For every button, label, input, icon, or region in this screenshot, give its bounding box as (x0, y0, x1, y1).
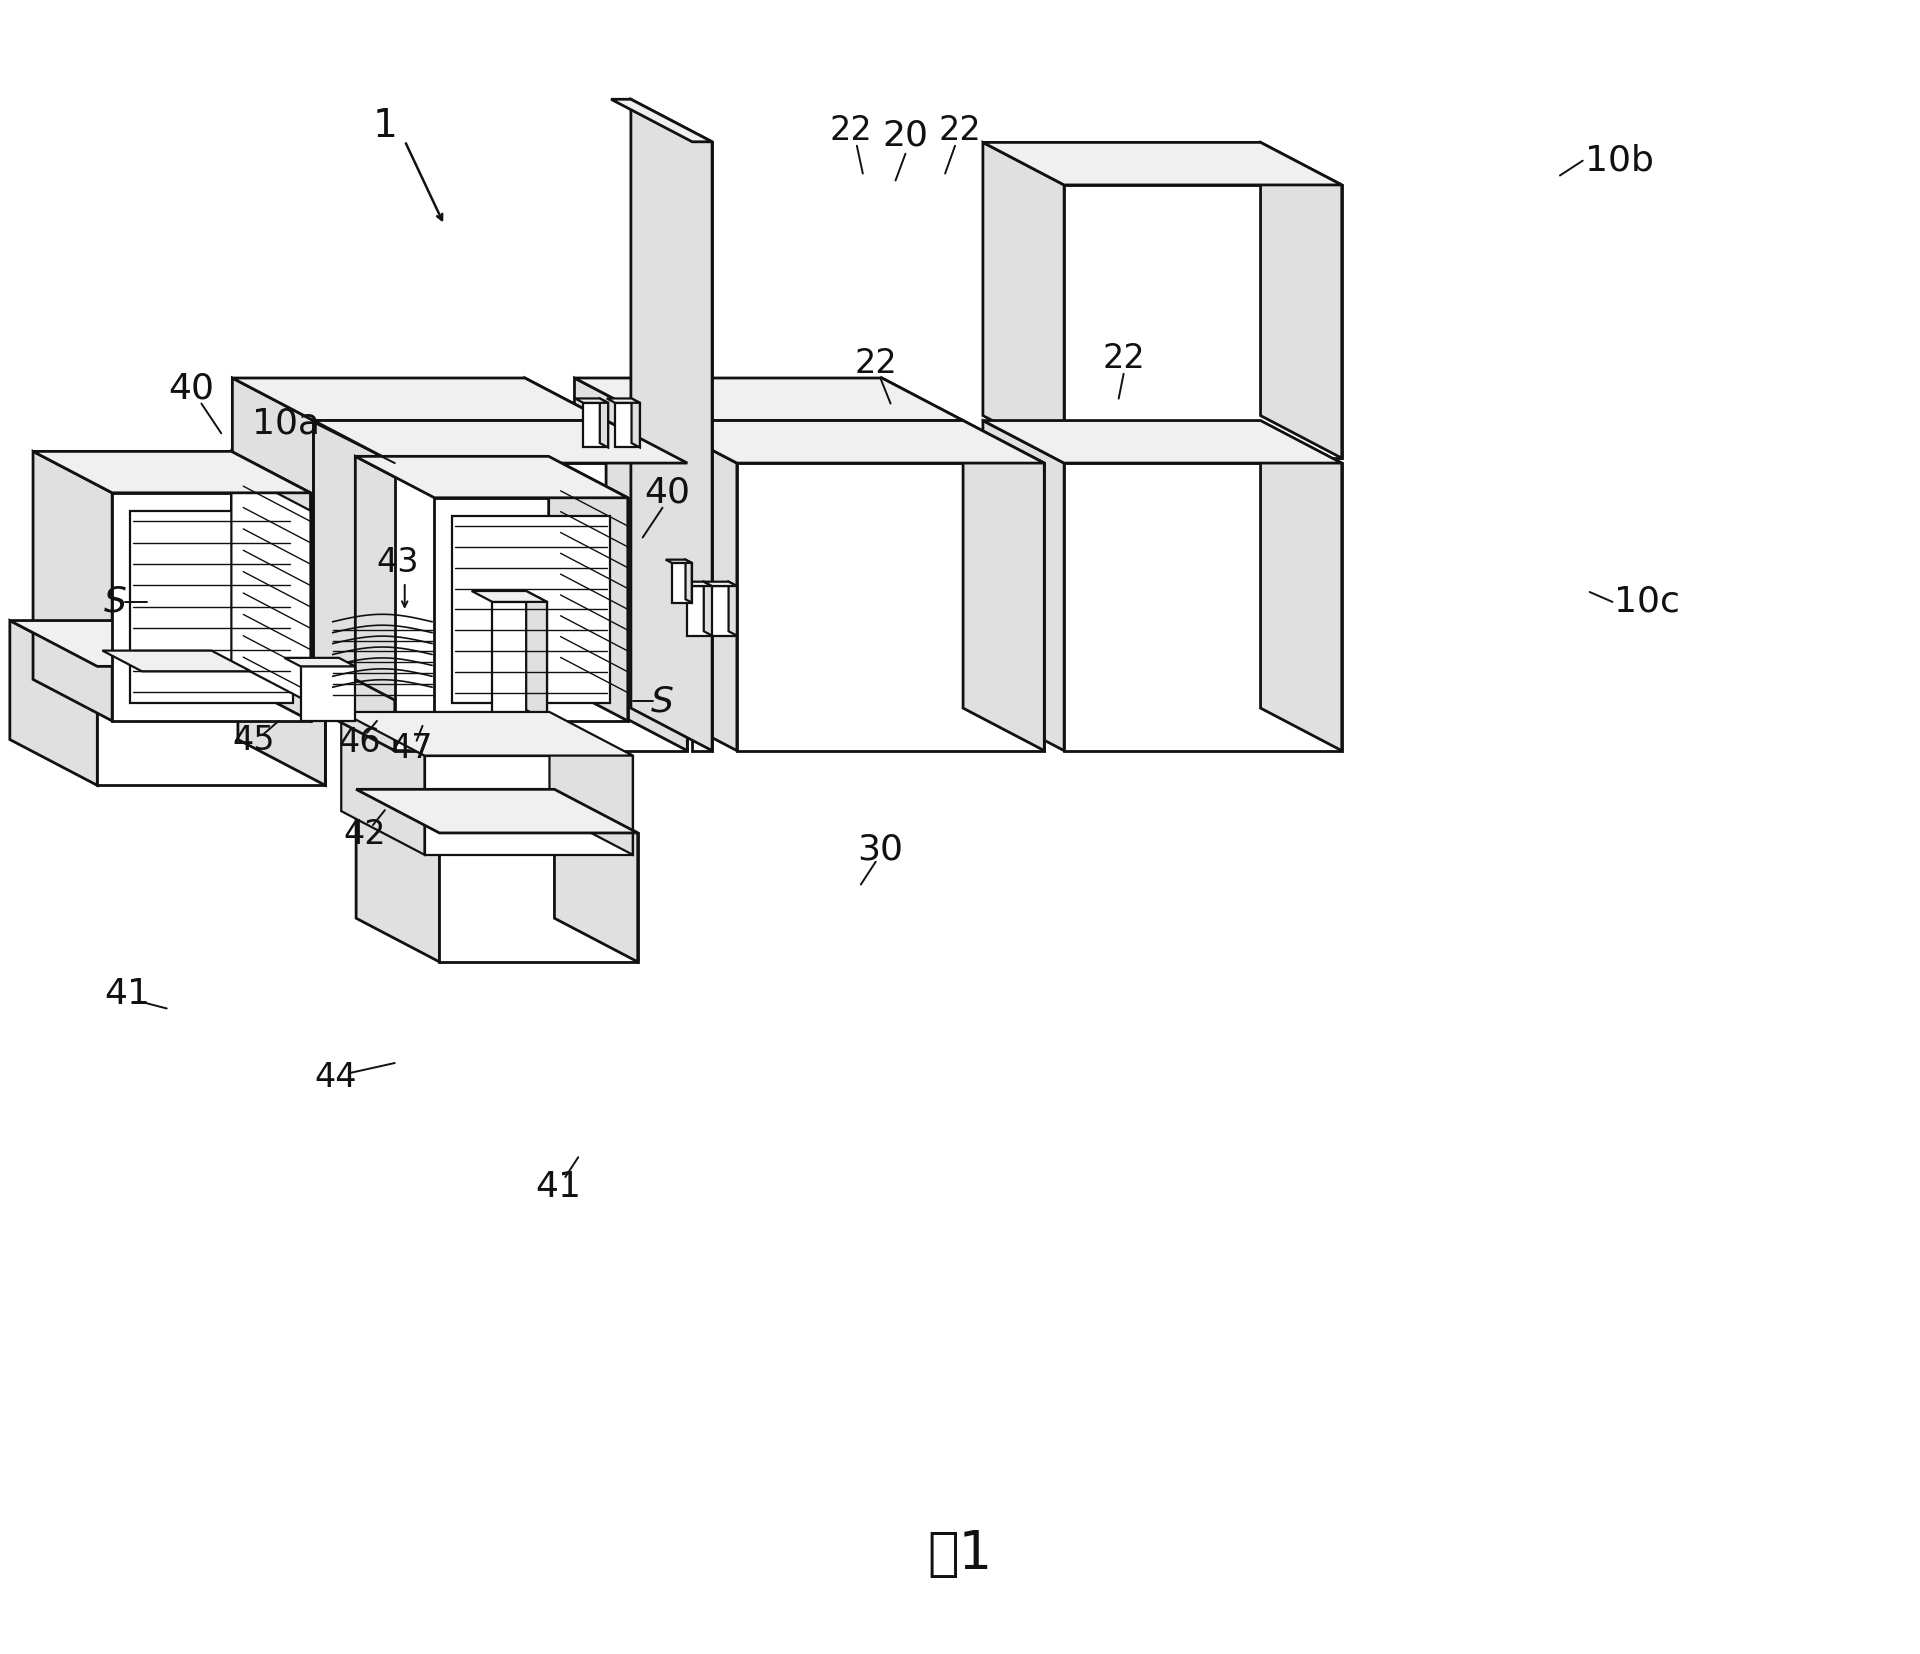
Polygon shape (1064, 185, 1342, 458)
Text: S: S (104, 586, 127, 619)
Polygon shape (555, 789, 637, 963)
Polygon shape (232, 470, 311, 703)
Text: 47: 47 (390, 733, 432, 766)
Polygon shape (614, 404, 639, 448)
Polygon shape (472, 590, 547, 602)
Polygon shape (232, 379, 607, 420)
Polygon shape (1261, 420, 1342, 751)
Polygon shape (301, 667, 355, 721)
Polygon shape (313, 420, 687, 463)
Text: 44: 44 (315, 1062, 357, 1095)
Polygon shape (611, 99, 712, 142)
Polygon shape (983, 420, 1064, 751)
Text: 42: 42 (344, 819, 386, 852)
Polygon shape (492, 602, 547, 721)
Polygon shape (342, 711, 424, 855)
Polygon shape (232, 379, 313, 708)
Text: 22: 22 (939, 114, 981, 147)
Text: 22: 22 (829, 114, 872, 147)
Polygon shape (524, 379, 607, 708)
Text: 10c: 10c (1615, 586, 1680, 619)
Polygon shape (355, 457, 628, 498)
Polygon shape (440, 834, 637, 963)
Polygon shape (599, 399, 609, 448)
Polygon shape (712, 586, 737, 635)
Polygon shape (687, 586, 712, 635)
Text: 10b: 10b (1584, 144, 1653, 177)
Text: 45: 45 (232, 724, 275, 758)
Text: 43: 43 (376, 546, 419, 579)
Text: 图1: 图1 (927, 1528, 993, 1580)
Polygon shape (964, 420, 1044, 751)
Polygon shape (632, 399, 639, 448)
Polygon shape (632, 99, 712, 751)
Polygon shape (655, 420, 964, 708)
Text: 40: 40 (169, 372, 215, 405)
Polygon shape (453, 516, 611, 703)
Polygon shape (549, 711, 634, 855)
Text: 41: 41 (104, 976, 150, 1011)
Text: 10a: 10a (252, 407, 321, 440)
Polygon shape (10, 620, 98, 786)
Polygon shape (526, 590, 547, 721)
Polygon shape (472, 590, 492, 721)
Text: 41: 41 (536, 1169, 582, 1204)
Polygon shape (33, 452, 111, 721)
Polygon shape (355, 789, 440, 963)
Polygon shape (693, 142, 712, 751)
Polygon shape (574, 379, 964, 420)
Text: 30: 30 (858, 834, 904, 867)
Polygon shape (655, 420, 1044, 463)
Text: 22: 22 (854, 347, 897, 380)
Polygon shape (10, 620, 324, 667)
Polygon shape (574, 399, 609, 404)
Polygon shape (102, 650, 252, 672)
Polygon shape (983, 420, 1342, 463)
Text: S: S (651, 685, 674, 718)
Text: 1: 1 (372, 108, 397, 146)
Polygon shape (238, 620, 324, 786)
Polygon shape (607, 420, 687, 751)
Polygon shape (705, 582, 712, 635)
Text: 40: 40 (645, 476, 691, 509)
Polygon shape (142, 672, 252, 721)
Polygon shape (881, 379, 964, 708)
Polygon shape (685, 559, 691, 602)
Polygon shape (584, 404, 609, 448)
Text: 46: 46 (338, 726, 382, 759)
Polygon shape (607, 399, 639, 404)
Polygon shape (983, 142, 1342, 185)
Polygon shape (33, 452, 311, 493)
Text: 22: 22 (1102, 342, 1144, 375)
Polygon shape (211, 650, 252, 721)
Polygon shape (737, 463, 1044, 751)
Polygon shape (355, 457, 434, 721)
Polygon shape (680, 582, 712, 586)
Polygon shape (983, 142, 1064, 458)
Polygon shape (1261, 142, 1342, 458)
Polygon shape (574, 379, 655, 708)
Polygon shape (705, 582, 737, 586)
Polygon shape (102, 650, 142, 721)
Polygon shape (728, 582, 737, 635)
Polygon shape (313, 420, 607, 708)
Polygon shape (313, 420, 396, 751)
Polygon shape (355, 789, 637, 834)
Polygon shape (342, 711, 634, 756)
Polygon shape (434, 498, 628, 721)
Polygon shape (98, 667, 324, 786)
Polygon shape (396, 463, 687, 751)
Polygon shape (232, 452, 311, 721)
Polygon shape (655, 420, 737, 751)
Polygon shape (549, 457, 628, 721)
Polygon shape (666, 559, 691, 562)
Polygon shape (284, 658, 355, 667)
Polygon shape (1064, 463, 1342, 751)
Polygon shape (111, 493, 311, 721)
Polygon shape (672, 562, 691, 602)
Polygon shape (131, 511, 292, 703)
Polygon shape (424, 756, 634, 855)
Text: 20: 20 (883, 119, 929, 152)
